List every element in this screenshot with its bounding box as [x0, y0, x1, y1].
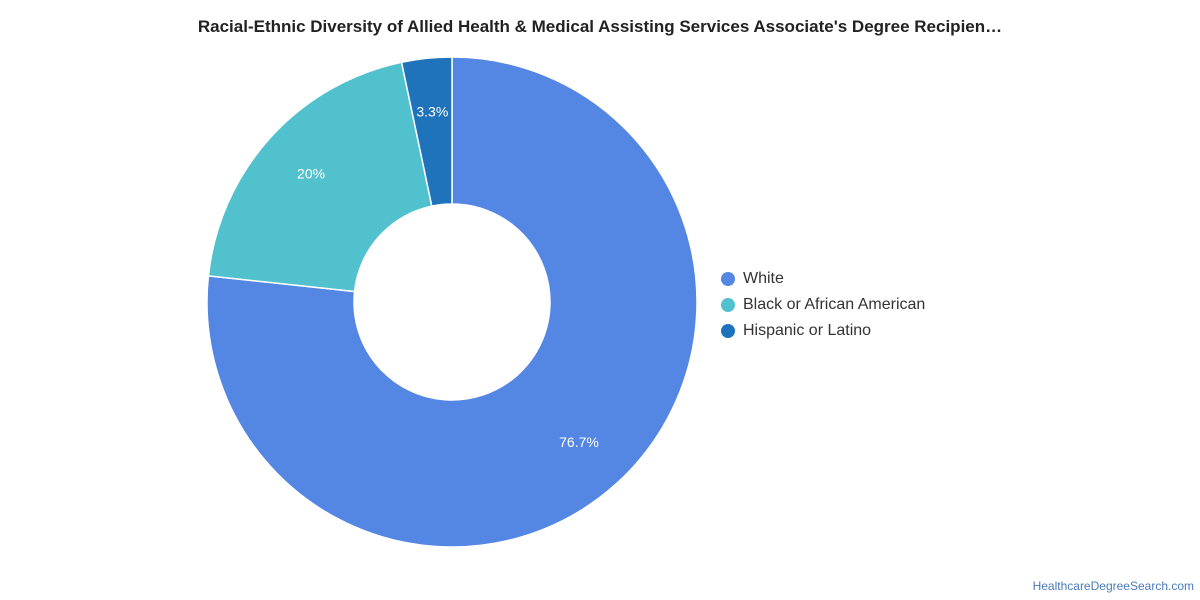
source-link[interactable]: HealthcareDegreeSearch.com — [1032, 579, 1194, 593]
slice-label-black-or-african-american: 20% — [297, 165, 325, 181]
slice-group — [206, 56, 698, 548]
legend-item-black-or-african-american[interactable]: Black or African American — [721, 292, 925, 318]
legend-item-white[interactable]: White — [721, 266, 925, 292]
legend-swatch-hispanic-or-latino — [721, 324, 735, 338]
legend-label-white: White — [743, 270, 784, 287]
slice-label-group: 76.7% 20% 3.3% — [297, 104, 599, 450]
legend-label-black-or-african-american: Black or African American — [743, 296, 926, 313]
chart-title: Racial-Ethnic Diversity of Allied Health… — [197, 17, 1003, 36]
slice-white[interactable] — [206, 56, 698, 548]
legend-swatch-white — [721, 272, 735, 286]
legend-item-hispanic-or-latino[interactable]: Hispanic or Latino — [721, 318, 925, 344]
slice-label-hispanic-or-latino: 3.3% — [416, 104, 448, 120]
legend-swatch-black-or-african-american — [721, 298, 735, 312]
legend-label-hispanic-or-latino: Hispanic or Latino — [743, 322, 872, 339]
legend: White Black or African American Hispanic… — [721, 266, 925, 344]
slice-label-white: 76.7% — [559, 434, 599, 450]
slice-black-or-african-american[interactable] — [207, 61, 433, 293]
slice-hispanic-or-latino[interactable] — [400, 56, 453, 207]
